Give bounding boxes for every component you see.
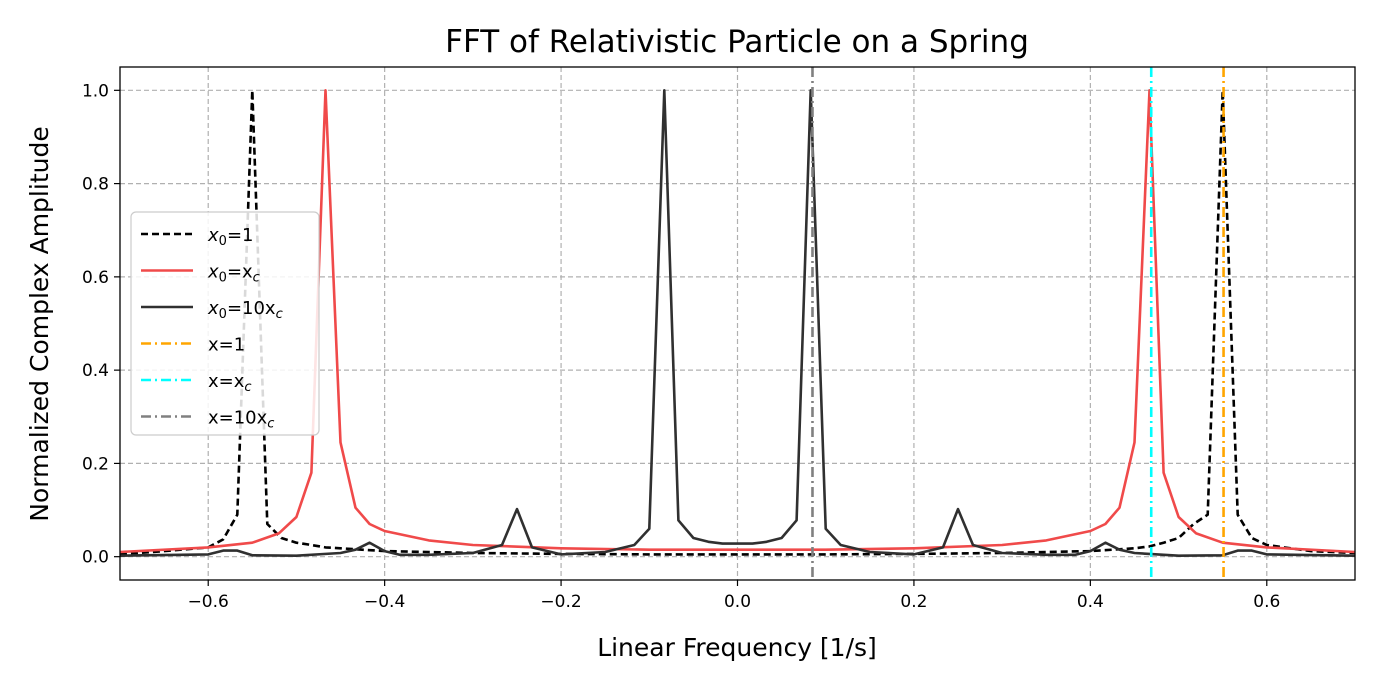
y-tick-label: 0.6 bbox=[82, 268, 109, 288]
y-tick-label: 0.0 bbox=[82, 548, 109, 568]
legend-box bbox=[130, 211, 320, 436]
legend-label: x=10xc bbox=[208, 408, 274, 432]
x-tick-label: 0.6 bbox=[1253, 592, 1280, 612]
y-axis-label: Normalized Complex Amplitude bbox=[25, 126, 54, 521]
legend-label: x0=1 bbox=[207, 225, 253, 249]
x-tick-label: 0.2 bbox=[900, 592, 927, 612]
x-axis-label: Linear Frequency [1/s] bbox=[597, 633, 877, 662]
legend-label: x=xc bbox=[208, 371, 252, 395]
legend: x0=1 x0=xc x0=10xc x=1 x=xc x=10xc bbox=[130, 211, 320, 436]
x-tick-label: −0.2 bbox=[540, 592, 581, 612]
series-line-3 bbox=[120, 89, 1355, 557]
y-tick-label: 0.2 bbox=[82, 454, 109, 474]
y-tick-label: 1.0 bbox=[82, 81, 109, 101]
x-tick-label: 0.4 bbox=[1077, 592, 1104, 612]
chart-title: FFT of Relativistic Particle on a Spring bbox=[445, 24, 1029, 60]
legend-label: x=1 bbox=[208, 335, 245, 356]
x-tick-label: 0.0 bbox=[724, 592, 751, 612]
x-tick-label: −0.4 bbox=[364, 592, 405, 612]
legend-label: x0=10xc bbox=[207, 298, 283, 322]
x-tick-label: −0.6 bbox=[188, 592, 229, 612]
axis-ticks: −0.6 −0.4 −0.2 0.0 0.2 0.4 0.6 0.0 0.2 0.4 0.6 0.8 1… bbox=[82, 81, 1280, 612]
series-line-2 bbox=[120, 89, 1355, 554]
y-tick-label: 0.4 bbox=[82, 361, 109, 381]
legend-label: x0=xc bbox=[207, 262, 260, 286]
y-tick-label: 0.8 bbox=[82, 175, 109, 195]
grid-lines bbox=[120, 67, 1355, 580]
